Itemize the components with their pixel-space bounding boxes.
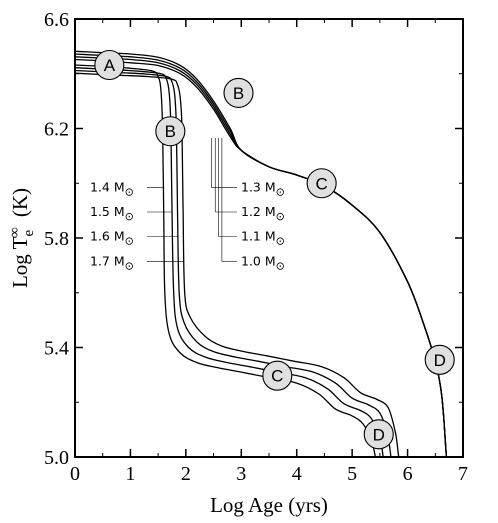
y-tick-label: 6.2 bbox=[44, 119, 69, 141]
phase-markers: A B B C C D D bbox=[94, 49, 455, 450]
y-tick-label: 5.8 bbox=[44, 228, 69, 250]
y-axis-title-sub: e bbox=[21, 230, 37, 237]
x-tick-label: 7 bbox=[458, 463, 468, 485]
mass-label-1.2: 1.2 M⊙ bbox=[241, 204, 285, 223]
x-tick-label: 3 bbox=[236, 463, 246, 485]
phase-marker-label: D bbox=[434, 351, 446, 370]
mass-label-1.7: 1.7 M⊙ bbox=[90, 253, 134, 272]
y-axis-title-unit: (K) bbox=[8, 188, 32, 217]
tick-labels: 0 1 2 3 4 5 6 7 5.0 5.4 5.8 6.2 6.6 bbox=[44, 9, 468, 485]
phase-marker-b bbox=[155, 116, 186, 147]
axis-ticks bbox=[74, 18, 464, 458]
phase-marker-label: C bbox=[316, 174, 328, 193]
y-axis-title-main: Log T bbox=[8, 236, 32, 288]
mass-labels: 1.4 M⊙ 1.5 M⊙ 1.6 M⊙ 1.7 M⊙ 1.3 M⊙ 1.2 M⊙ 1.1 … bbox=[90, 138, 285, 272]
y-tick-label: 6.6 bbox=[44, 9, 69, 31]
x-tick-label: 4 bbox=[292, 463, 302, 485]
svg-text:Log Te∞(K): Log Te∞ (K) bbox=[7, 188, 37, 288]
mass-label-1.0: 1.0 M⊙ bbox=[241, 253, 285, 272]
x-tick-label: 1 bbox=[125, 463, 135, 485]
y-tick-label: 5.4 bbox=[44, 338, 69, 360]
mass-label-1.1: 1.1 M⊙ bbox=[241, 229, 285, 248]
track-1.7-msun bbox=[74, 72, 400, 458]
x-tick-label: 6 bbox=[403, 463, 413, 485]
phase-marker-d bbox=[424, 344, 455, 375]
phase-marker-label: B bbox=[165, 122, 176, 141]
y-axis-title: Log Te∞ (K) bbox=[7, 188, 37, 288]
mass-label-1.5: 1.5 M⊙ bbox=[90, 204, 134, 223]
phase-marker-d bbox=[363, 419, 394, 450]
phase-marker-label: D bbox=[373, 425, 385, 444]
phase-marker-c bbox=[306, 168, 337, 199]
x-tick-label: 0 bbox=[70, 463, 80, 485]
x-axis-title: Log Age (yrs) bbox=[210, 493, 328, 517]
series-curves bbox=[74, 50, 448, 458]
phase-marker-label: C bbox=[271, 367, 283, 386]
mass-label-1.3: 1.3 M⊙ bbox=[241, 179, 285, 198]
mass-label-1.6: 1.6 M⊙ bbox=[90, 229, 134, 248]
phase-marker-label: A bbox=[104, 56, 116, 75]
track-1.3-msun bbox=[74, 50, 448, 458]
phase-marker-c bbox=[262, 360, 293, 391]
y-tick-label: 5.0 bbox=[44, 447, 69, 469]
mass-label-1.4: 1.4 M⊙ bbox=[90, 179, 134, 198]
y-axis-title-sup: ∞ bbox=[7, 227, 23, 238]
phase-marker-label: B bbox=[233, 84, 244, 103]
phase-marker-a bbox=[94, 49, 125, 81]
phase-marker-b bbox=[223, 77, 254, 108]
x-tick-label: 5 bbox=[347, 463, 357, 485]
x-tick-label: 2 bbox=[181, 463, 191, 485]
